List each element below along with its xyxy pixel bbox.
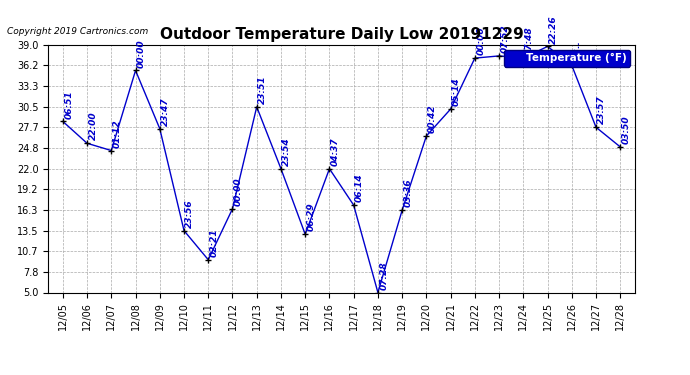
Text: Copyright 2019 Cartronics.com: Copyright 2019 Cartronics.com — [7, 27, 148, 36]
Text: 04:37: 04:37 — [331, 137, 339, 166]
Text: 05:14: 05:14 — [452, 78, 461, 106]
Text: 00:00: 00:00 — [476, 27, 485, 56]
Text: 23:56: 23:56 — [186, 199, 195, 228]
Text: 00:00: 00:00 — [234, 177, 243, 206]
Legend: Temperature (°F): Temperature (°F) — [504, 50, 629, 66]
Text: 07:28: 07:28 — [380, 261, 388, 290]
Text: 23:54: 23:54 — [282, 137, 291, 166]
Text: 06:29: 06:29 — [306, 203, 315, 231]
Text: 23:57: 23:57 — [598, 96, 607, 124]
Text: 07:48: 07:48 — [524, 27, 533, 56]
Text: 23:51: 23:51 — [258, 75, 267, 104]
Text: 00:00: 00:00 — [137, 39, 146, 68]
Text: 22:..: 22:.. — [573, 40, 582, 63]
Title: Outdoor Temperature Daily Low 20191229: Outdoor Temperature Daily Low 20191229 — [159, 27, 524, 42]
Text: 03:50: 03:50 — [622, 116, 631, 144]
Text: 07:52: 07:52 — [500, 24, 509, 53]
Text: 06:51: 06:51 — [64, 90, 73, 118]
Text: 22:00: 22:00 — [88, 112, 97, 141]
Text: 02:21: 02:21 — [210, 228, 219, 257]
Text: 06:14: 06:14 — [355, 174, 364, 202]
Text: 23:47: 23:47 — [161, 97, 170, 126]
Text: 01:12: 01:12 — [112, 119, 121, 148]
Text: 03:36: 03:36 — [404, 179, 413, 207]
Text: 00:42: 00:42 — [428, 105, 437, 133]
Text: 22:26: 22:26 — [549, 15, 558, 44]
